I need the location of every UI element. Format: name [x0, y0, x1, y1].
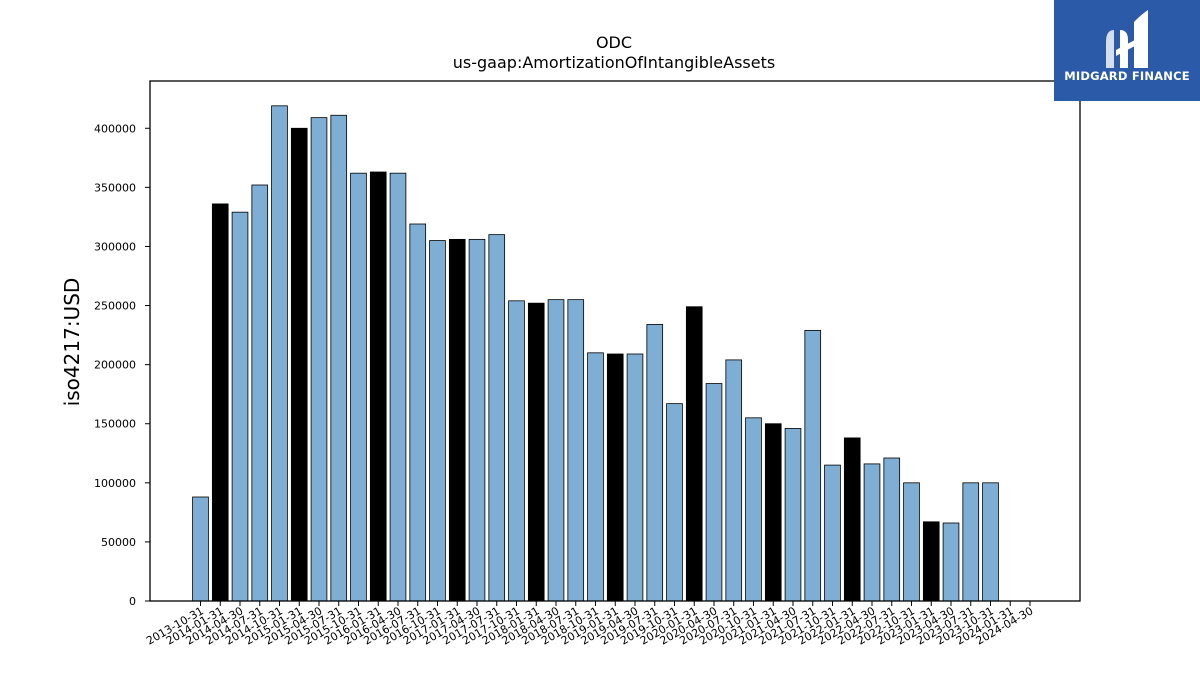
bar-2018-07-31: [567, 299, 585, 602]
bar-2016-10-31: [429, 240, 446, 602]
y-tick-label: 50000: [101, 536, 136, 549]
bar-2019-10-31: [666, 403, 683, 602]
bar-2023-07-31: [962, 482, 980, 602]
y-tick-label: 250000: [94, 300, 136, 313]
bar-2022-04-30: [863, 463, 881, 602]
y-tick-label: 150000: [94, 418, 136, 431]
bar-2014-07-31: [251, 184, 269, 602]
y-tick-label: 200000: [94, 359, 136, 372]
bar-2020-07-31: [725, 359, 743, 602]
bar-2017-04-30: [468, 238, 486, 602]
bar-2023-01-31: [922, 521, 940, 602]
y-tick-label: 100000: [94, 477, 136, 490]
bar-2015-04-30: [310, 117, 328, 602]
y-axis-ticks: 0 50000 100000 150000 200000 250000 300000 3500…: [94, 122, 150, 608]
bar-2019-01-31: [606, 353, 624, 602]
bar-2019-07-31: [646, 324, 664, 602]
bar-2017-01-31: [448, 238, 466, 602]
bar-2016-04-30: [389, 172, 407, 602]
plot-frame: [149, 80, 1081, 602]
logo-mark-icon: [1106, 10, 1148, 68]
bar-2015-07-31: [330, 114, 348, 602]
bar-2013-10-31: [192, 496, 209, 602]
bars-group: [192, 105, 999, 602]
bar-2020-01-31: [685, 306, 703, 602]
x-axis-ticks: 2013-10-312014-01-312014-04-302014-07-31…: [144, 601, 1036, 648]
y-tick-label: 350000: [94, 181, 136, 194]
chart-title: ODC: [596, 33, 632, 52]
bar-2015-10-31: [350, 172, 367, 602]
bar-2018-10-31: [587, 352, 604, 602]
bar-2021-07-31: [804, 329, 822, 602]
bar-2023-04-30: [942, 522, 960, 602]
bar-2017-10-31: [508, 300, 525, 602]
y-tick-label: 300000: [94, 240, 136, 253]
bar-2021-01-31: [764, 423, 782, 602]
bar-2020-04-30: [705, 383, 723, 602]
bar-2015-01-31: [290, 127, 308, 602]
bar-2014-04-30: [231, 211, 249, 602]
bar-2021-10-31: [824, 464, 841, 602]
bar-2023-10-31: [982, 482, 999, 602]
bar-2021-04-30: [784, 428, 802, 602]
bar-2019-04-30: [626, 353, 644, 602]
bar-2020-10-31: [745, 417, 762, 602]
y-tick-label: 400000: [94, 122, 136, 135]
bar-2016-07-31: [409, 223, 427, 602]
bar-2022-07-31: [883, 457, 901, 602]
bar-2017-07-31: [488, 234, 506, 602]
y-tick-label: 0: [129, 595, 136, 608]
bar-2022-10-31: [903, 482, 920, 602]
bar-2014-10-31: [271, 105, 288, 602]
bar-2014-01-31: [211, 203, 229, 602]
bar-2018-01-31: [527, 302, 545, 602]
bar-2018-04-30: [547, 299, 565, 602]
logo-text: MIDGARD FINANCE: [1064, 69, 1190, 83]
brand-logo: MIDGARD FINANCE: [1054, 0, 1200, 101]
chart-subtitle: us-gaap:AmortizationOfIntangibleAssets: [453, 53, 775, 72]
y-axis-label: iso4217:USD: [60, 278, 84, 407]
bar-2016-01-31: [369, 171, 387, 602]
bar-2022-01-31: [843, 437, 861, 602]
